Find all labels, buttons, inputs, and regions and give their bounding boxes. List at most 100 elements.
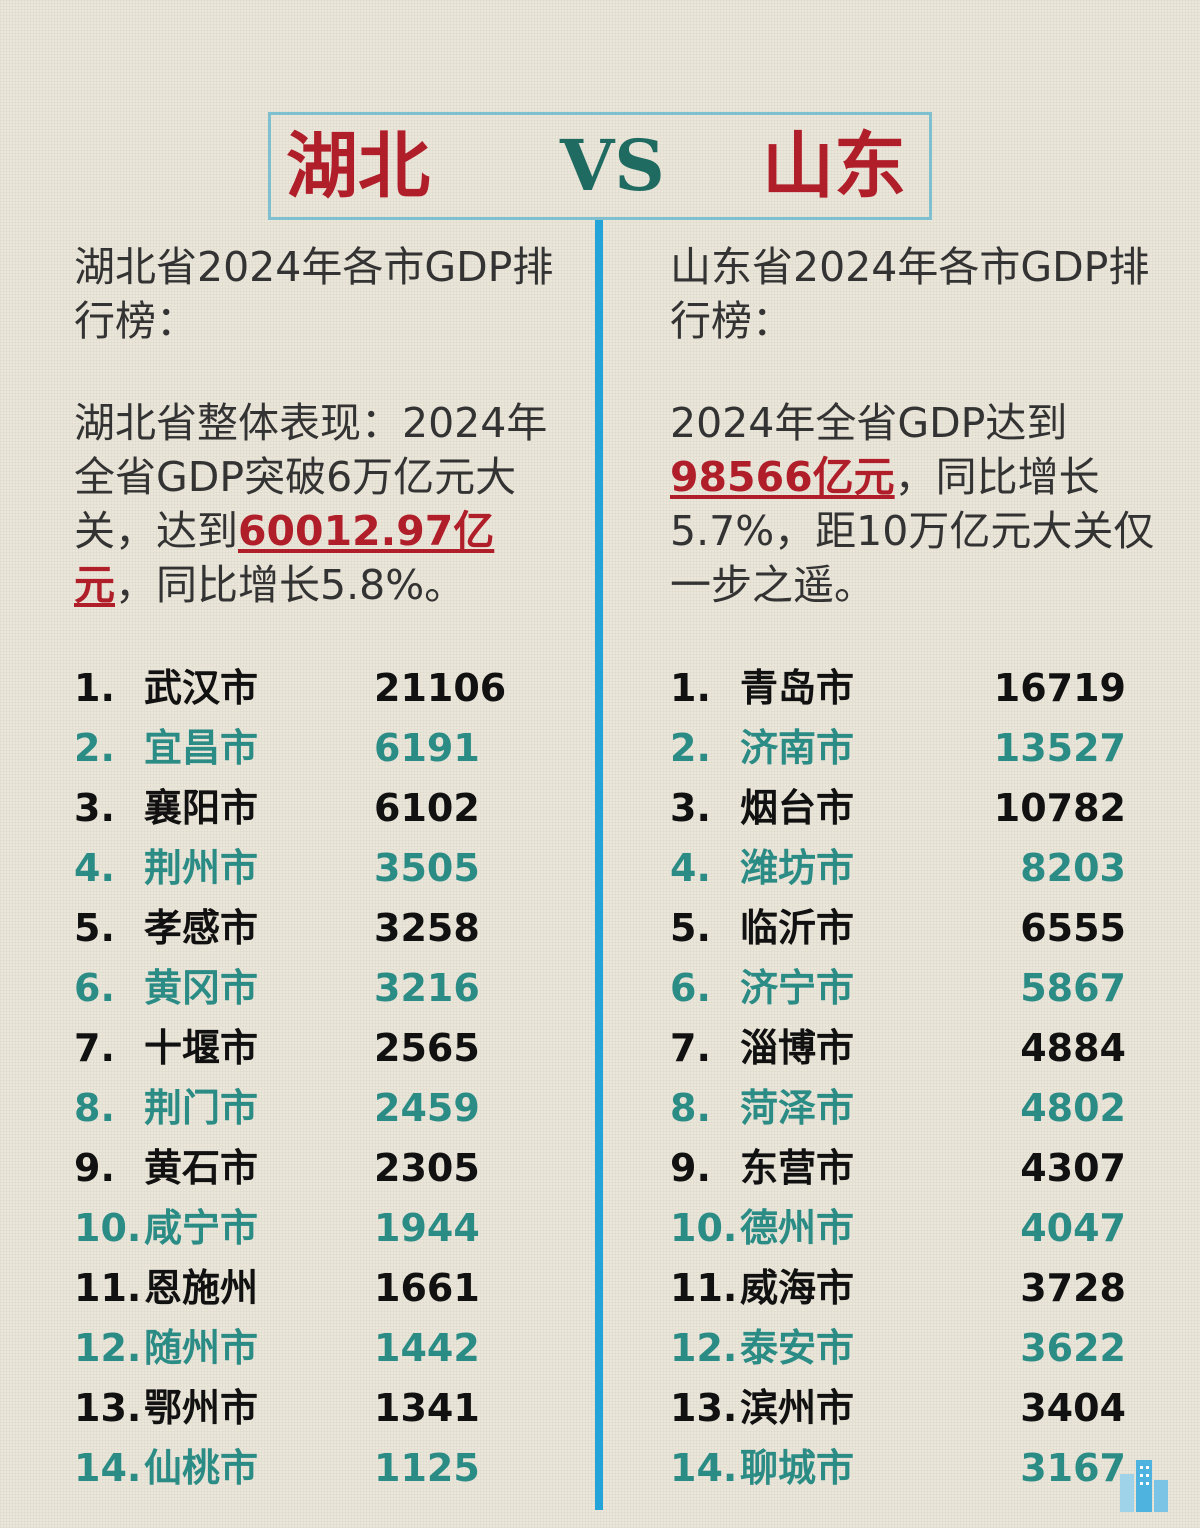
- gdp-value: 3404: [1020, 1386, 1126, 1430]
- rank-number: 3.: [74, 786, 115, 830]
- rank-number: 3.: [670, 786, 711, 830]
- gdp-value: 4802: [1020, 1086, 1126, 1130]
- rank-number: 11.: [670, 1266, 738, 1310]
- rank-number: 10.: [74, 1206, 142, 1250]
- ranking-row: 8. 菏泽市 4802: [670, 1078, 1140, 1138]
- gdp-value: 2565: [374, 1026, 480, 1070]
- ranking-row: 4. 荆州市 3505: [74, 838, 544, 898]
- city-name: 随州市: [144, 1326, 259, 1370]
- rank-number: 12.: [670, 1326, 738, 1370]
- rank-number: 8.: [74, 1086, 115, 1130]
- hubei-total-gdp: 60012.97亿元: [74, 507, 495, 609]
- rank-number: 6.: [74, 966, 115, 1010]
- city-name: 荆门市: [144, 1086, 259, 1130]
- city-name: 黄冈市: [144, 966, 259, 1010]
- gdp-value: 3505: [374, 846, 480, 890]
- gdp-value: 4884: [1020, 1026, 1126, 1070]
- shandong-summary-prefix: 2024年全省GDP达到: [670, 399, 1068, 447]
- city-name: 咸宁市: [144, 1206, 259, 1250]
- city-name: 临沂市: [740, 906, 855, 950]
- title-right-province: 山东: [762, 123, 907, 208]
- city-name: 泰安市: [740, 1326, 855, 1370]
- gdp-value: 8203: [1020, 846, 1126, 890]
- gdp-value: 5867: [1020, 966, 1126, 1010]
- gdp-value: 1661: [374, 1266, 480, 1310]
- ranking-row: 14. 仙桃市 1125: [74, 1438, 544, 1498]
- title-left-province: 湖北: [286, 123, 431, 208]
- title-vs: VS: [560, 124, 665, 207]
- hubei-heading: 湖北省2024年各市GDP排行榜：: [74, 243, 554, 345]
- rank-number: 5.: [670, 906, 711, 950]
- rank-number: 7.: [74, 1026, 115, 1070]
- ranking-row: 2. 宜昌市 6191: [74, 718, 544, 778]
- gdp-value: 1944: [374, 1206, 480, 1250]
- city-name: 烟台市: [740, 786, 855, 830]
- gdp-value: 1341: [374, 1386, 480, 1430]
- gdp-value: 2459: [374, 1086, 480, 1130]
- ranking-row: 11. 威海市 3728: [670, 1258, 1140, 1318]
- ranking-row: 14. 聊城市 3167: [670, 1438, 1140, 1498]
- ranking-row: 4. 潍坊市 8203: [670, 838, 1140, 898]
- city-name: 济宁市: [740, 966, 855, 1010]
- rank-number: 2.: [74, 726, 115, 770]
- hubei-ranking-list: 1. 武汉市 21106 2. 宜昌市 6191 3. 襄阳市 6102 4. 荆州市 3505…: [74, 658, 544, 1498]
- rank-number: 6.: [670, 966, 711, 1010]
- shandong-summary: 2024年全省GDP达到 98566亿元，同比增长5.7%，距10万亿元大关仅一步…: [670, 396, 1170, 612]
- ranking-row: 3. 襄阳市 6102: [74, 778, 544, 838]
- shandong-summary-suffix: ，同比增长5.7%，距10万亿元大关仅一步之遥。: [670, 453, 1155, 609]
- city-name: 青岛市: [740, 666, 855, 710]
- rank-number: 9.: [74, 1146, 115, 1190]
- rank-number: 2.: [670, 726, 711, 770]
- gdp-value: 6555: [1020, 906, 1126, 950]
- rank-number: 13.: [74, 1386, 142, 1430]
- ranking-row: 7. 淄博市 4884: [670, 1018, 1140, 1078]
- rank-number: 9.: [670, 1146, 711, 1190]
- gdp-value: 16719: [993, 666, 1126, 710]
- city-name: 仙桃市: [144, 1446, 259, 1490]
- ranking-row: 1. 武汉市 21106: [74, 658, 544, 718]
- hubei-column: 湖北省2024年各市GDP排行榜： 湖北省整体表现：2024年全省GDP突破6万…: [74, 240, 574, 612]
- gdp-value: 3167: [1020, 1446, 1126, 1490]
- gdp-value: 3216: [374, 966, 480, 1010]
- gdp-value: 3728: [1020, 1266, 1126, 1310]
- gdp-value: 2305: [374, 1146, 480, 1190]
- ranking-row: 13. 滨州市 3404: [670, 1378, 1140, 1438]
- title-frame: [268, 112, 932, 220]
- shandong-total-gdp: 98566亿元: [670, 453, 895, 501]
- ranking-row: 7. 十堰市 2565: [74, 1018, 544, 1078]
- city-name: 荆州市: [144, 846, 259, 890]
- gdp-value: 6191: [374, 726, 480, 770]
- city-name: 淄博市: [740, 1026, 855, 1070]
- city-name: 襄阳市: [144, 786, 259, 830]
- gdp-value: 10782: [993, 786, 1126, 830]
- ranking-row: 12. 随州市 1442: [74, 1318, 544, 1378]
- city-name: 济南市: [740, 726, 855, 770]
- hubei-summary-prefix: 湖北省整体表现：2024年全省GDP突破6万亿元大关，达到: [74, 399, 548, 555]
- shandong-heading: 山东省2024年各市GDP排行榜：: [670, 243, 1150, 345]
- rank-number: 11.: [74, 1266, 142, 1310]
- rank-number: 1.: [670, 666, 711, 710]
- rank-number: 7.: [670, 1026, 711, 1070]
- city-name: 菏泽市: [740, 1086, 855, 1130]
- ranking-row: 8. 荆门市 2459: [74, 1078, 544, 1138]
- rank-number: 10.: [670, 1206, 738, 1250]
- rank-number: 12.: [74, 1326, 142, 1370]
- city-name: 滨州市: [740, 1386, 855, 1430]
- gdp-value: 13527: [993, 726, 1126, 770]
- center-divider: [595, 220, 603, 1510]
- ranking-row: 12. 泰安市 3622: [670, 1318, 1140, 1378]
- city-name: 孝感市: [144, 906, 259, 950]
- shandong-column: 山东省2024年各市GDP排行榜： 2024年全省GDP达到 98566亿元，同比…: [670, 240, 1170, 612]
- ranking-row: 13. 鄂州市 1341: [74, 1378, 544, 1438]
- city-name: 聊城市: [740, 1446, 855, 1490]
- city-name: 宜昌市: [144, 726, 259, 770]
- gdp-value: 4047: [1020, 1206, 1126, 1250]
- gdp-value: 1442: [374, 1326, 480, 1370]
- ranking-row: 10. 咸宁市 1944: [74, 1198, 544, 1258]
- rank-number: 8.: [670, 1086, 711, 1130]
- gdp-value: 3258: [374, 906, 480, 950]
- city-name: 东营市: [740, 1146, 855, 1190]
- ranking-row: 1. 青岛市 16719: [670, 658, 1140, 718]
- city-name: 潍坊市: [740, 846, 855, 890]
- ranking-row: 5. 孝感市 3258: [74, 898, 544, 958]
